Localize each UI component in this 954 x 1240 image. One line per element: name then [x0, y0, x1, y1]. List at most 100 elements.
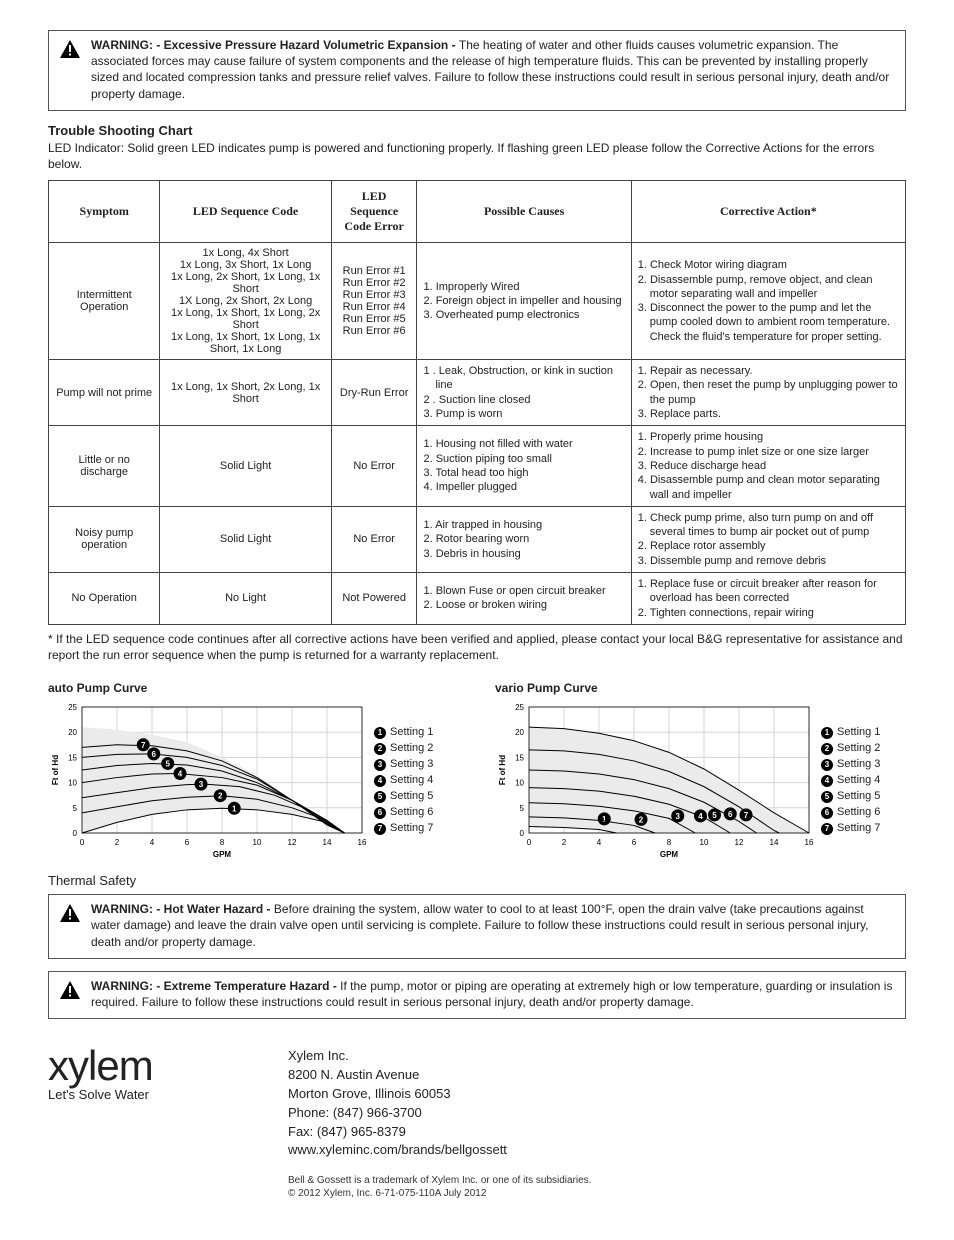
svg-text:0: 0 — [527, 838, 532, 847]
svg-text:5: 5 — [712, 811, 717, 820]
thermal-heading: Thermal Safety — [48, 873, 906, 888]
svg-text:25: 25 — [68, 703, 77, 712]
svg-text:4: 4 — [597, 838, 602, 847]
legend-item: 3Setting 3 — [374, 757, 433, 773]
svg-text:8: 8 — [667, 838, 672, 847]
cell-err: Dry-Run Error — [331, 360, 417, 426]
auto-pump-chart: 024681012141605101520251234567GPMFt of H… — [48, 701, 368, 861]
svg-text:1: 1 — [602, 815, 607, 824]
cell-actions: 1. Properly prime housing2. Increase to … — [631, 426, 905, 506]
svg-text:5: 5 — [73, 804, 78, 813]
svg-text:20: 20 — [515, 728, 524, 737]
legend-item: 3Setting 3 — [821, 757, 880, 773]
warning-hotwater-title: WARNING: - Hot Water Hazard - — [91, 902, 274, 916]
legend-item: 2Setting 2 — [374, 741, 433, 757]
svg-text:15: 15 — [68, 754, 77, 763]
company-phone: Phone: (847) 966-3700 — [288, 1104, 591, 1123]
svg-text:0: 0 — [520, 829, 525, 838]
cell-seq: 1x Long, 1x Short, 2x Long, 1x Short — [160, 360, 331, 426]
svg-text:8: 8 — [220, 838, 225, 847]
svg-text:4: 4 — [178, 770, 183, 779]
cell-seq: Solid Light — [160, 506, 331, 572]
cell-actions: 1. Check Motor wiring diagram2. Disassem… — [631, 243, 905, 360]
table-row: Little or no dischargeSolid LightNo Erro… — [49, 426, 906, 506]
svg-text:25: 25 — [515, 703, 524, 712]
svg-text:GPM: GPM — [660, 850, 679, 859]
warning-extreme-title: WARNING: - Extreme Temperature Hazard - — [91, 979, 340, 993]
cell-err: Run Error #1Run Error #2Run Error #3Run … — [331, 243, 417, 360]
svg-text:6: 6 — [632, 838, 637, 847]
svg-text:3: 3 — [676, 812, 681, 821]
warning-icon — [59, 903, 81, 926]
warning-extreme-text: WARNING: - Extreme Temperature Hazard - … — [91, 978, 895, 1010]
legend-item: 6Setting 6 — [374, 805, 433, 821]
svg-text:10: 10 — [68, 779, 77, 788]
svg-text:4: 4 — [698, 812, 703, 821]
cell-causes: 1. Improperly Wired2. Foreign object in … — [417, 243, 631, 360]
cell-err: Not Powered — [331, 572, 417, 624]
th-err: LED Sequence Code Error — [331, 181, 417, 243]
svg-text:12: 12 — [735, 838, 744, 847]
company-name: Xylem Inc. — [288, 1047, 591, 1066]
legend-item: 1Setting 1 — [821, 725, 880, 741]
warning-hotwater: WARNING: - Hot Water Hazard - Before dra… — [48, 894, 906, 959]
svg-text:Ft of Hd: Ft of Hd — [498, 755, 507, 785]
warning-extreme: WARNING: - Extreme Temperature Hazard - … — [48, 971, 906, 1019]
cell-symptom: Pump will not prime — [49, 360, 160, 426]
logo-block: xylem Let's Solve Water — [48, 1047, 228, 1102]
vario-chart-legend: 1Setting 12Setting 23Setting 34Setting 4… — [821, 725, 880, 837]
svg-text:7: 7 — [744, 811, 749, 820]
svg-text:2: 2 — [115, 838, 120, 847]
cell-err: No Error — [331, 506, 417, 572]
svg-text:10: 10 — [253, 838, 262, 847]
company-url: www.xyleminc.com/brands/bellgossett — [288, 1141, 591, 1160]
svg-text:6: 6 — [185, 838, 190, 847]
cell-symptom: Little or no discharge — [49, 426, 160, 506]
cell-causes: 1. Housing not filled with water2. Sucti… — [417, 426, 631, 506]
company-addr2: Morton Grove, Illinois 60053 — [288, 1085, 591, 1104]
svg-text:2: 2 — [639, 816, 644, 825]
cell-causes: 1. Blown Fuse or open circuit breaker2. … — [417, 572, 631, 624]
logo-tagline: Let's Solve Water — [48, 1087, 228, 1102]
warning-icon — [59, 980, 81, 1003]
fine-print-1: Bell & Gossett is a trademark of Xylem I… — [288, 1174, 591, 1187]
svg-text:14: 14 — [770, 838, 779, 847]
vario-pump-chart: 024681012141605101520251234567GPMFt of H… — [495, 701, 815, 861]
vario-chart-col: vario Pump Curve 02468101214160510152025… — [495, 681, 906, 861]
table-header-row: Symptom LED Sequence Code LED Sequence C… — [49, 181, 906, 243]
svg-text:10: 10 — [700, 838, 709, 847]
company-fax: Fax: (847) 965-8379 — [288, 1123, 591, 1142]
th-seq: LED Sequence Code — [160, 181, 331, 243]
cell-seq: No Light — [160, 572, 331, 624]
table-row: No OperationNo LightNot Powered1. Blown … — [49, 572, 906, 624]
svg-text:2: 2 — [218, 792, 223, 801]
svg-text:4: 4 — [150, 838, 155, 847]
warning-hotwater-text: WARNING: - Hot Water Hazard - Before dra… — [91, 901, 895, 950]
cell-symptom: Intermittent Operation — [49, 243, 160, 360]
cell-causes: 1 . Leak, Obstruction, or kink in suctio… — [417, 360, 631, 426]
cell-actions: 1. Repair as necessary.2. Open, then res… — [631, 360, 905, 426]
svg-text:15: 15 — [515, 754, 524, 763]
svg-text:16: 16 — [358, 838, 367, 847]
cell-symptom: No Operation — [49, 572, 160, 624]
company-addr1: 8200 N. Austin Avenue — [288, 1066, 591, 1085]
cell-actions: 1. Check pump prime, also turn pump on a… — [631, 506, 905, 572]
table-row: Pump will not prime1x Long, 1x Short, 2x… — [49, 360, 906, 426]
legend-item: 7Setting 7 — [821, 821, 880, 837]
cell-seq: 1x Long, 4x Short1x Long, 3x Short, 1x L… — [160, 243, 331, 360]
cell-err: No Error — [331, 426, 417, 506]
troubleshoot-table: Symptom LED Sequence Code LED Sequence C… — [48, 180, 906, 625]
th-symptom: Symptom — [49, 181, 160, 243]
warning-pressure: WARNING: - Excessive Pressure Hazard Vol… — [48, 30, 906, 111]
cell-causes: 1. Air trapped in housing2. Rotor bearin… — [417, 506, 631, 572]
warning-icon — [59, 39, 81, 62]
svg-text:7: 7 — [141, 741, 146, 750]
charts-row: auto Pump Curve 024681012141605101520251… — [48, 681, 906, 861]
contact-block: Xylem Inc. 8200 N. Austin Avenue Morton … — [288, 1047, 591, 1200]
auto-chart-title: auto Pump Curve — [48, 681, 459, 695]
svg-text:Ft of Hd: Ft of Hd — [51, 755, 60, 785]
legend-item: 4Setting 4 — [374, 773, 433, 789]
logo: xylem — [48, 1047, 228, 1085]
ts-heading: Trouble Shooting Chart — [48, 123, 906, 138]
ts-footnote: * If the LED sequence code continues aft… — [48, 631, 906, 663]
